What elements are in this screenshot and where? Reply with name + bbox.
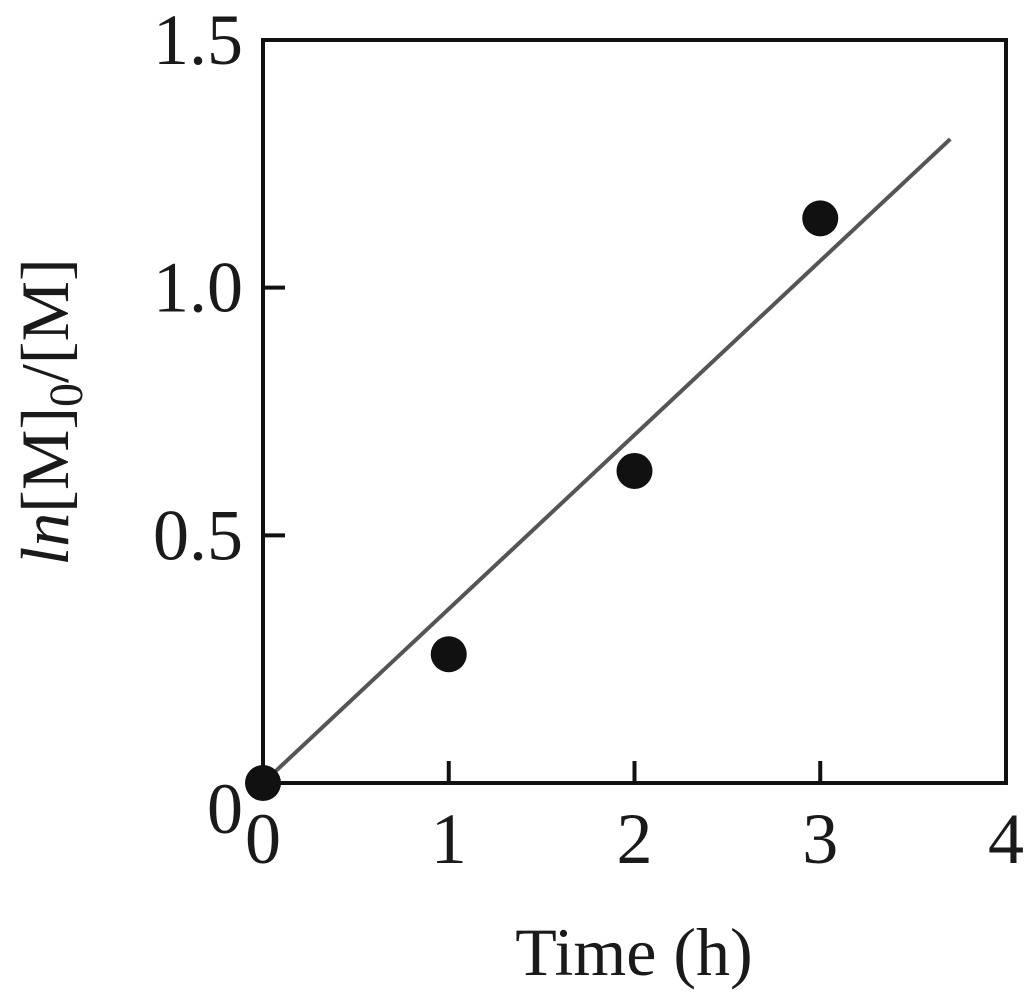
ticks — [263, 285, 823, 783]
tick-labels: 0 1 2 3 4 0 0.5 1.0 1.5 — [153, 0, 1024, 879]
y-tick-label: 1.0 — [153, 248, 243, 328]
y-tick-label: 0 — [207, 769, 243, 849]
x-tick-label: 1 — [431, 799, 467, 879]
x-tick-label: 4 — [988, 799, 1024, 879]
x-tick-label: 2 — [617, 799, 653, 879]
y-tick-label: 1.5 — [153, 0, 243, 80]
y-axis-label: ln[M]0/[M] — [7, 258, 93, 565]
x-tick-label: 3 — [802, 799, 838, 879]
x-tick-label: 0 — [245, 799, 281, 879]
x-axis-label: Time (h) — [515, 914, 752, 990]
y-label-body1: [M] — [7, 407, 83, 513]
y-label-ln: ln — [7, 513, 83, 566]
y-label-subscript: 0 — [40, 383, 93, 407]
fit-line — [261, 137, 952, 785]
data-point — [245, 765, 281, 801]
data-point — [616, 452, 653, 489]
y-label-body2: /[M] — [7, 258, 83, 383]
y-tick-label: 0.5 — [153, 495, 243, 575]
data-point — [430, 636, 467, 673]
data-points — [245, 200, 839, 801]
plot-frame — [261, 38, 1008, 785]
data-point — [802, 200, 839, 237]
